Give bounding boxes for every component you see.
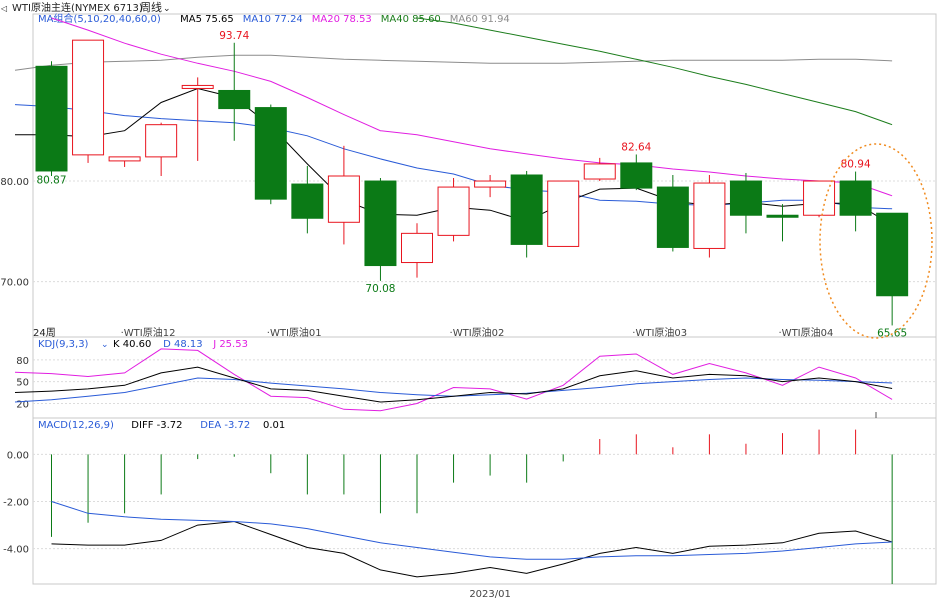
x-tick-label: ·WTI原油12 xyxy=(121,326,176,339)
y-tick-label: 80.00 xyxy=(0,177,29,188)
candle-down xyxy=(729,180,762,216)
candle-up xyxy=(327,175,360,223)
y-tick-label: -4.00 xyxy=(3,545,29,556)
price-label: 93.74 xyxy=(219,30,249,42)
x-tick-label: ·WTI原油04 xyxy=(779,326,834,339)
price-label: 80.94 xyxy=(841,159,871,171)
legend-title: MA组合(5,10,20,40,60,0) xyxy=(38,12,161,25)
period-label: 24周 xyxy=(33,327,56,339)
x-axis-date-label: 2023/01 xyxy=(469,589,511,600)
grid xyxy=(33,180,936,550)
macd-panel: MACD(12,26,9) DIFF -3.72 DEA -3.72 0.01 0.00… xyxy=(3,420,893,600)
candle-down xyxy=(364,180,397,267)
y-tick-label: 0.00 xyxy=(7,450,29,461)
candle-down xyxy=(510,174,543,245)
chevron-down-icon[interactable]: ⌄ xyxy=(163,4,171,14)
candle-down xyxy=(218,89,251,110)
price-label: 82.64 xyxy=(621,141,651,153)
period-dropdown[interactable]: 周线 xyxy=(140,0,162,14)
candle-up xyxy=(474,180,507,188)
kdj-panel: KDJ(9,3,3) K 40.60 D 48.13 J 25.53 ⌄ 80 50 20 xyxy=(14,339,893,418)
legend-item-k: K 40.60 xyxy=(113,339,151,350)
candle-up xyxy=(72,39,105,156)
y-tick-label: 50 xyxy=(16,378,29,389)
ma-line-ma20 xyxy=(51,17,893,197)
chevron-down-icon: ⌄ xyxy=(101,340,109,350)
kdj-line-k xyxy=(14,366,893,403)
candle-up xyxy=(181,84,214,89)
legend-item-ma10: MA10 77.24 xyxy=(243,14,303,25)
y-tick-label: 20 xyxy=(16,399,29,410)
instrument-title[interactable]: WTI原油主连(NYMEX 6713) xyxy=(12,1,143,14)
legend-title: KDJ(9,3,3) xyxy=(38,339,89,350)
highlight-ellipse xyxy=(819,143,933,339)
ma-line-ma40 xyxy=(416,17,893,126)
candle-up xyxy=(108,156,141,162)
x-tick-label: ·WTI原油03 xyxy=(632,326,687,339)
price-label: 65.65 xyxy=(877,327,907,339)
candle-down xyxy=(254,107,287,200)
candle-down xyxy=(766,214,799,218)
candle-up xyxy=(401,232,433,264)
x-tick-label: ·WTI原油02 xyxy=(450,326,505,339)
chevron-left-icon[interactable]: ◁ xyxy=(0,4,7,13)
candle-up xyxy=(547,180,580,247)
candle-down xyxy=(35,65,68,172)
macd-line-diff xyxy=(51,520,893,578)
legend-item-value: 0.01 xyxy=(263,420,285,431)
macd-line-dea xyxy=(51,501,893,560)
legend-item-j: J 25.53 xyxy=(212,339,248,350)
y-tick-label: 80 xyxy=(16,356,29,367)
legend-item-ma20: MA20 78.53 xyxy=(312,14,372,25)
candle-up xyxy=(583,163,616,180)
candle-up xyxy=(437,186,470,236)
price-label: 80.87 xyxy=(36,174,66,186)
kdj-line-j xyxy=(14,348,893,412)
candle-down xyxy=(291,183,324,219)
price-label: 70.08 xyxy=(365,283,395,295)
legend-item-ma60: MA60 91.94 xyxy=(450,14,510,25)
price-panel-frame xyxy=(32,13,937,338)
legend-item-ma5: MA5 75.65 xyxy=(180,14,234,25)
price-panel: MA组合(5,10,20,40,60,0) MA5 75.65 MA10 77.24… xyxy=(0,12,909,339)
legend-item-dea: DEA -3.72 xyxy=(200,420,250,431)
x-tick-label: ·WTI原油01 xyxy=(267,326,322,339)
candle-down xyxy=(656,186,689,248)
ma-line-ma60 xyxy=(14,54,893,71)
y-tick-label: -2.00 xyxy=(3,498,29,509)
candle-up xyxy=(693,182,726,249)
candle-down xyxy=(620,162,653,189)
legend-item-ma40: MA40 85.60 xyxy=(381,14,441,25)
candle-down xyxy=(876,212,909,297)
legend-item-d: D 48.13 xyxy=(163,339,203,350)
legend-title: MACD(12,26,9) xyxy=(38,420,114,431)
y-tick-label: 70.00 xyxy=(0,278,29,289)
candle-up xyxy=(803,180,836,216)
candle-up xyxy=(145,124,178,158)
macd-panel-frame xyxy=(32,417,937,585)
candle-down xyxy=(839,180,872,216)
legend-item-diff: DIFF -3.72 xyxy=(131,420,182,431)
